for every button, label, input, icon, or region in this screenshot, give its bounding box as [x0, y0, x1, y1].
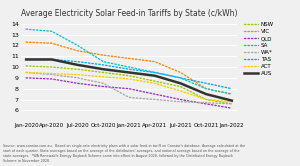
VIC: [24, 41, 28, 43]
AUS: [24, 58, 28, 60]
QLD: [153, 93, 157, 95]
ACT: [24, 72, 28, 74]
Line: SA: SA: [26, 29, 232, 94]
VIC: [50, 42, 54, 44]
Line: TAS: TAS: [26, 59, 232, 89]
WA*: [50, 74, 54, 76]
WA*: [230, 103, 234, 105]
AUS: [153, 75, 157, 77]
SA: [76, 44, 80, 46]
ACT: [50, 73, 54, 75]
SA: [230, 93, 234, 95]
AUS: [230, 100, 234, 102]
ACT: [76, 74, 80, 76]
VIC: [153, 61, 157, 63]
NSW: [204, 99, 208, 101]
AUS: [76, 64, 80, 66]
TAS: [230, 88, 234, 90]
Line: NSW: NSW: [26, 66, 232, 104]
AUS: [101, 68, 105, 70]
SA: [50, 30, 54, 32]
ACT: [153, 82, 157, 84]
VIC: [101, 54, 105, 56]
TAS: [50, 58, 54, 60]
Text: Source: www.canstar.com.au.  Based on single-rate electricity plans with a solar: Source: www.canstar.com.au. Based on sin…: [3, 144, 245, 163]
SA: [127, 66, 131, 68]
Line: VIC: VIC: [26, 42, 232, 94]
ACT: [101, 76, 105, 78]
VIC: [230, 93, 234, 95]
Line: AUS: AUS: [26, 59, 232, 101]
Line: ACT: ACT: [26, 73, 232, 102]
SA: [24, 28, 28, 30]
WA*: [153, 99, 157, 101]
TAS: [153, 72, 157, 74]
SA: [153, 72, 157, 74]
SA: [101, 61, 105, 63]
AUS: [50, 58, 54, 60]
WA*: [101, 82, 105, 84]
NSW: [127, 75, 131, 77]
SA: [204, 88, 208, 90]
AUS: [178, 82, 182, 84]
VIC: [204, 88, 208, 90]
Title: Average Electricity Solar Feed-in Tariffs by State (c/kWh): Average Electricity Solar Feed-in Tariff…: [21, 9, 237, 18]
NSW: [230, 103, 234, 105]
TAS: [127, 68, 131, 70]
NSW: [178, 85, 182, 87]
QLD: [204, 103, 208, 105]
ACT: [178, 90, 182, 92]
TAS: [76, 61, 80, 63]
WA*: [127, 96, 131, 98]
WA*: [76, 77, 80, 79]
NSW: [153, 80, 157, 82]
NSW: [24, 65, 28, 67]
WA*: [24, 72, 28, 74]
VIC: [76, 50, 80, 52]
QLD: [50, 78, 54, 80]
TAS: [101, 64, 105, 66]
QLD: [24, 77, 28, 79]
TAS: [178, 77, 182, 79]
VIC: [178, 72, 182, 74]
ACT: [127, 78, 131, 80]
QLD: [76, 82, 80, 84]
QLD: [230, 107, 234, 109]
SA: [178, 77, 182, 79]
QLD: [127, 88, 131, 90]
NSW: [50, 66, 54, 68]
Legend: NSW, VIC, QLD, SA, WA*, TAS, ACT, AUS: NSW, VIC, QLD, SA, WA*, TAS, ACT, AUS: [244, 22, 274, 76]
TAS: [24, 58, 28, 60]
Line: WA*: WA*: [26, 73, 232, 104]
QLD: [101, 85, 105, 87]
AUS: [127, 72, 131, 74]
ACT: [230, 101, 234, 103]
WA*: [204, 102, 208, 104]
TAS: [204, 82, 208, 84]
QLD: [178, 99, 182, 101]
NSW: [101, 72, 105, 74]
AUS: [204, 93, 208, 95]
ACT: [204, 99, 208, 101]
WA*: [178, 101, 182, 103]
Line: QLD: QLD: [26, 78, 232, 108]
NSW: [76, 68, 80, 70]
VIC: [127, 57, 131, 59]
